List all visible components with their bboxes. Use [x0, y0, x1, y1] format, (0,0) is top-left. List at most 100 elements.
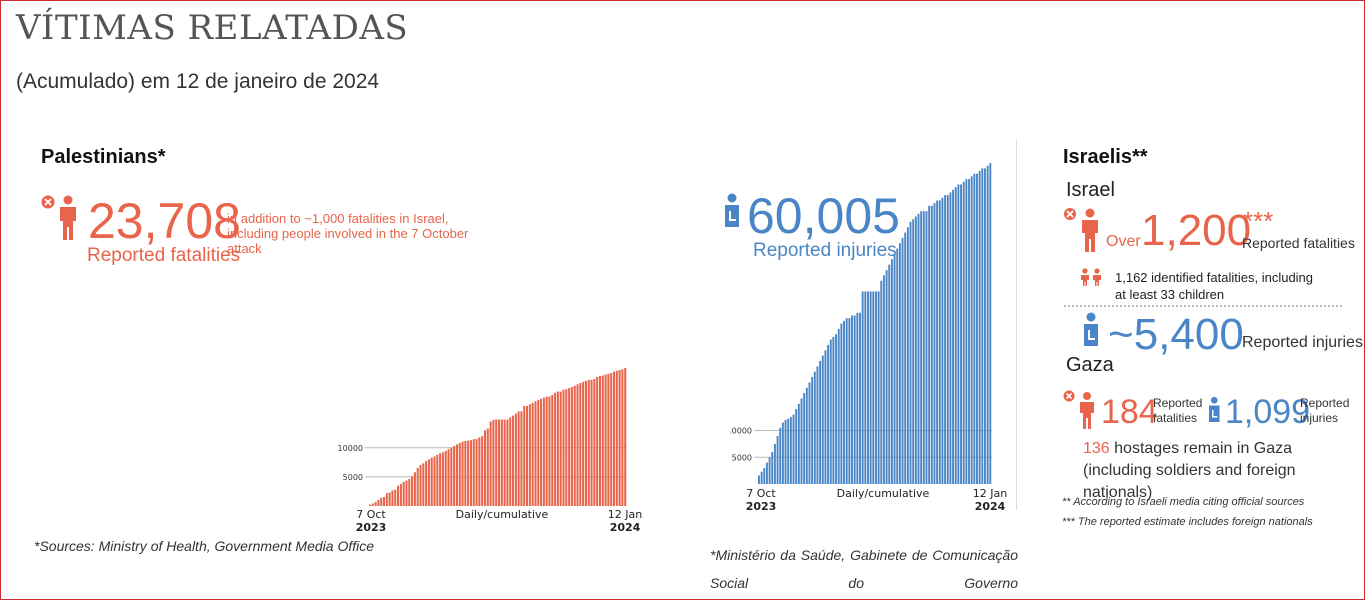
bar [880, 280, 883, 484]
bar [984, 168, 986, 484]
fatalities-x-end-label: 12 Jan 2024 [600, 508, 650, 534]
fatalities-x-end-day: 12 Jan [607, 508, 643, 521]
bar [568, 388, 571, 506]
israel-fatalities-value: 1,200 [1141, 206, 1252, 255]
bar [843, 320, 845, 484]
bar [377, 499, 380, 506]
bar [520, 411, 523, 506]
bar [371, 503, 374, 506]
bar [787, 418, 790, 484]
bar [840, 323, 843, 484]
israel-subheading: Israel [1066, 179, 1115, 201]
bar [970, 176, 973, 484]
bar [408, 478, 411, 506]
bar [554, 392, 557, 506]
injuries-x-start-label: 7 Oct 2023 [736, 487, 786, 513]
gaza-injuries-label: Reported injuries [1300, 396, 1350, 425]
palestinians-heading: Palestinians* [41, 146, 166, 168]
bar [805, 387, 808, 484]
gaza-injured-icon [1209, 396, 1220, 422]
bar [768, 457, 771, 484]
bar [944, 195, 947, 484]
bar [949, 192, 952, 484]
bar [898, 243, 901, 484]
bar [559, 391, 562, 506]
bar [537, 400, 540, 506]
bar [890, 259, 893, 484]
bar [936, 200, 939, 484]
bar [380, 497, 383, 506]
bar [478, 437, 481, 506]
bar [763, 467, 766, 484]
bar [853, 315, 856, 484]
bar [433, 456, 436, 506]
bar [534, 401, 537, 506]
bar [590, 379, 593, 506]
bar [447, 449, 450, 506]
bar [397, 485, 400, 506]
bar [411, 476, 414, 506]
gaza-fatalities-label: Reported fatalities [1153, 396, 1203, 425]
bar [604, 374, 607, 506]
injuries-x-start-day: 7 Oct [746, 487, 776, 500]
bar [512, 415, 515, 506]
bar [776, 435, 779, 484]
section-divider [1016, 140, 1017, 510]
bar [430, 457, 433, 506]
bar [551, 394, 554, 506]
bar [965, 179, 968, 484]
bar [901, 237, 904, 484]
palestinian-fatalities-value: 23,708 [88, 193, 241, 249]
bar [845, 318, 848, 484]
injured-person-icon [725, 193, 739, 227]
bar [587, 379, 590, 506]
bar [453, 445, 456, 506]
bar [405, 480, 408, 506]
bar [593, 378, 596, 506]
bar [829, 339, 832, 484]
bar [369, 504, 372, 506]
bar [819, 360, 822, 484]
bar [556, 391, 559, 506]
bar [832, 336, 835, 484]
bar [596, 376, 599, 506]
bar [914, 216, 917, 484]
gaza-injuries-value: 1,099 [1225, 393, 1311, 431]
gaza-person-x-icon [1063, 390, 1094, 429]
bar [584, 380, 587, 506]
palestinian-fatalities-note: in addition to ~1,000 fatalities in Isra… [227, 211, 469, 256]
bar [441, 452, 444, 506]
bar [489, 421, 492, 506]
bar [531, 402, 534, 506]
source-note-left: *Sources: Ministry of Health, Government… [34, 538, 375, 554]
bar [848, 318, 851, 484]
bar [758, 475, 760, 484]
israel-person-x-icon [1064, 208, 1098, 252]
bar [526, 406, 529, 506]
bar [797, 403, 800, 484]
injuries-chart: 5000 10000 [730, 163, 992, 485]
bar [973, 173, 976, 485]
bar [416, 467, 419, 506]
bar [579, 383, 582, 506]
bar [813, 371, 816, 484]
bar [811, 377, 814, 484]
bar [816, 366, 819, 484]
bar [545, 396, 548, 506]
bar [444, 450, 447, 506]
bar [374, 501, 377, 506]
bar [893, 253, 896, 484]
bar [859, 312, 861, 484]
bar [455, 444, 458, 506]
bar [986, 165, 989, 484]
bar [946, 195, 949, 484]
bar [789, 417, 792, 484]
bar [888, 264, 891, 484]
bar [851, 315, 853, 484]
bar [856, 312, 859, 484]
page-subtitle: (Acumulado) em 12 de janeiro de 2024 [16, 70, 380, 93]
fatalities-x-axis-label: Daily/cumulative [455, 508, 549, 521]
bar [498, 419, 501, 506]
bar [864, 291, 867, 484]
bar [771, 451, 774, 484]
